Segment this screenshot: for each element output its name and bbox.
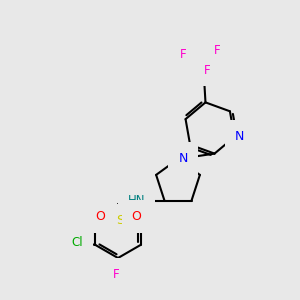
Text: N: N bbox=[178, 152, 188, 164]
Text: F: F bbox=[214, 44, 221, 57]
Text: N: N bbox=[235, 130, 244, 143]
Text: F: F bbox=[113, 268, 119, 281]
Text: O: O bbox=[131, 210, 141, 223]
Text: F: F bbox=[204, 64, 211, 77]
Text: F: F bbox=[180, 48, 187, 61]
Text: HN: HN bbox=[128, 194, 145, 207]
Text: O: O bbox=[95, 210, 105, 223]
Text: Cl: Cl bbox=[72, 236, 83, 250]
Text: S: S bbox=[116, 214, 125, 227]
